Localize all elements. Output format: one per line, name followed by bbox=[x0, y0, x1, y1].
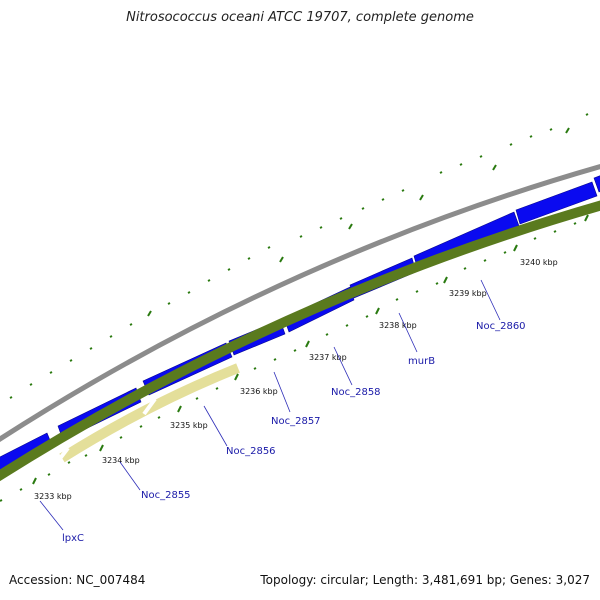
kbp-label: 3236 kbp bbox=[240, 387, 278, 396]
kbp-label: 3240 kbp bbox=[520, 258, 558, 267]
kbp-label: 3234 kbp bbox=[102, 456, 140, 465]
cds-feature bbox=[515, 181, 598, 225]
genome-backbone bbox=[0, 164, 600, 443]
gene-label[interactable]: Noc_2855 bbox=[141, 490, 191, 501]
cds-feature bbox=[593, 175, 600, 193]
kbp-label: 3239 kbp bbox=[449, 289, 487, 298]
inner-tick-track bbox=[0, 214, 589, 502]
accession-text: Accession: NC_007484 bbox=[9, 573, 146, 587]
gene-label[interactable]: Noc_2858 bbox=[331, 387, 381, 398]
gene-label[interactable]: murB bbox=[408, 356, 435, 367]
gene-label[interactable]: lpxC bbox=[62, 533, 84, 544]
kbp-label: 3238 kbp bbox=[379, 321, 417, 330]
map-title: Nitrosococcus oceani ATCC 19707, complet… bbox=[126, 10, 474, 25]
gene-label[interactable]: Noc_2857 bbox=[271, 416, 321, 427]
gc-track bbox=[0, 200, 600, 482]
gene-label[interactable]: Noc_2860 bbox=[476, 321, 526, 332]
kbp-label: 3235 kbp bbox=[170, 421, 208, 430]
gene-label[interactable]: Noc_2856 bbox=[226, 446, 276, 457]
kbp-label: 3237 kbp bbox=[309, 353, 347, 362]
genome-summary: Topology: circular; Length: 3,481,691 bp… bbox=[260, 573, 590, 587]
outer-tick-track bbox=[9, 113, 589, 399]
kbp-label: 3233 kbp bbox=[34, 492, 72, 501]
gene-leader-lines bbox=[39, 279, 501, 531]
